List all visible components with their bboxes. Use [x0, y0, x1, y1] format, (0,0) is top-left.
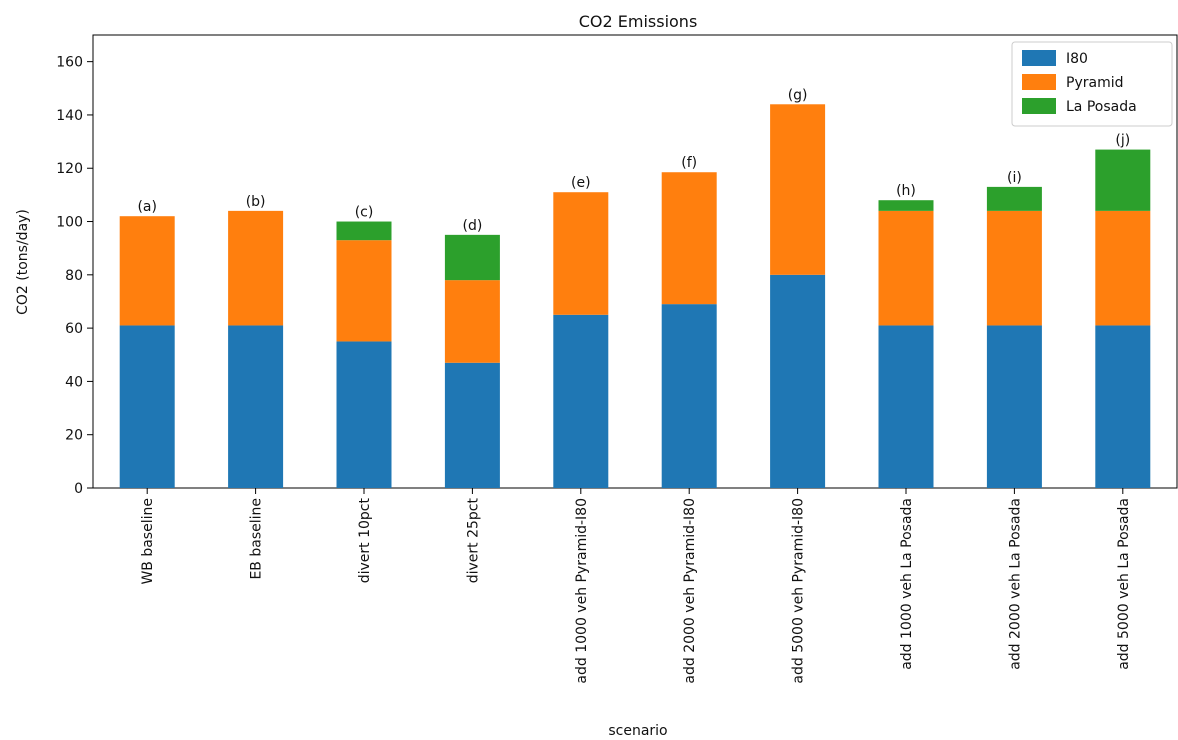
bar-annotation: (a) — [137, 199, 157, 215]
bar-annotation: (b) — [246, 194, 266, 210]
legend-label: I80 — [1066, 51, 1088, 67]
y-tick-label: 160 — [56, 55, 83, 71]
bar-segment-pyramid — [228, 210, 284, 326]
bar-segment-pyramid — [336, 240, 392, 342]
chart-title: CO2 Emissions — [579, 12, 698, 31]
y-tick-label: 60 — [65, 321, 83, 337]
x-tick-label: add 2000 veh La Posada — [1007, 498, 1023, 670]
legend-swatch-i80 — [1022, 50, 1056, 66]
bar-segment-la-posada — [1095, 149, 1151, 211]
x-tick-label: EB baseline — [249, 498, 265, 580]
bar-segment-i80 — [770, 274, 826, 488]
bar-segment-i80 — [336, 341, 392, 488]
bar-segment-pyramid — [770, 104, 826, 275]
bar-segment-i80 — [228, 325, 284, 488]
bar-segment-i80 — [878, 325, 934, 488]
legend-label: Pyramid — [1066, 75, 1123, 91]
bars-layer — [119, 104, 1151, 488]
x-axis-label: scenario — [608, 723, 667, 739]
bar-segment-i80 — [1095, 325, 1151, 488]
bar-segment-pyramid — [878, 210, 934, 326]
y-tick-label: 140 — [56, 108, 83, 124]
bar-segment-pyramid — [661, 172, 717, 305]
bar-segment-pyramid — [986, 210, 1042, 326]
legend: I80 Pyramid La Posada — [1011, 41, 1173, 127]
bar-segment-i80 — [661, 304, 717, 488]
y-tick-label: 100 — [56, 215, 83, 231]
bar-segment-la-posada — [878, 200, 934, 211]
bar-segment-i80 — [119, 325, 175, 488]
y-tick-label: 80 — [65, 268, 83, 284]
x-tick-label: divert 10pct — [357, 497, 373, 583]
y-tick-label: 120 — [56, 161, 83, 177]
bar-annotation: (c) — [355, 205, 374, 221]
bar-annotation: (d) — [462, 218, 482, 234]
bar-annotation: (i) — [1007, 170, 1022, 186]
annotations-layer: (a) (b) (c) (d) (e) (f) (g) (h) (i) (j) — [137, 87, 1130, 234]
bar-annotation: (e) — [571, 175, 591, 191]
x-tick-label: add 5000 veh Pyramid-I80 — [791, 498, 807, 684]
bar-annotation: (g) — [788, 87, 808, 103]
x-tick-label: add 1000 veh La Posada — [899, 498, 915, 670]
legend-label: La Posada — [1066, 99, 1137, 115]
bar-annotation: (h) — [896, 183, 916, 199]
plot-frame — [92, 34, 1178, 489]
bar-annotation: (j) — [1115, 133, 1130, 149]
x-tick-label: add 2000 veh Pyramid-I80 — [682, 498, 698, 684]
x-axis: WB baseline EB baseline divert 10pct divert… — [140, 488, 1132, 684]
x-tick-label: add 5000 veh La Posada — [1116, 498, 1132, 670]
bar-segment-pyramid — [119, 216, 175, 326]
bar-segment-la-posada — [444, 234, 500, 281]
bar-segment-la-posada — [986, 186, 1042, 211]
bar-segment-pyramid — [1095, 210, 1151, 326]
y-axis-label: CO2 (tons/day) — [15, 209, 31, 315]
plot-area: 0 20 40 60 80 100 120 140 160 WB baseline EB base… — [56, 34, 1178, 684]
x-tick-label: add 1000 veh Pyramid-I80 — [574, 498, 590, 684]
y-axis: 0 20 40 60 80 100 120 140 160 — [56, 55, 93, 497]
bar-segment-i80 — [553, 314, 609, 488]
y-tick-label: 40 — [65, 374, 83, 390]
bar-segment-i80 — [444, 362, 500, 488]
bar-segment-la-posada — [336, 221, 392, 241]
bar-segment-pyramid — [444, 280, 500, 363]
legend-swatch-pyramid — [1022, 74, 1056, 90]
y-tick-label: 0 — [74, 481, 83, 497]
bar-segment-i80 — [986, 325, 1042, 488]
x-tick-label: WB baseline — [140, 498, 156, 585]
bar-segment-pyramid — [553, 192, 609, 315]
bar-annotation: (f) — [681, 155, 697, 171]
y-tick-label: 20 — [65, 428, 83, 444]
x-tick-label: divert 25pct — [465, 497, 481, 583]
legend-swatch-la-posada — [1022, 98, 1056, 114]
